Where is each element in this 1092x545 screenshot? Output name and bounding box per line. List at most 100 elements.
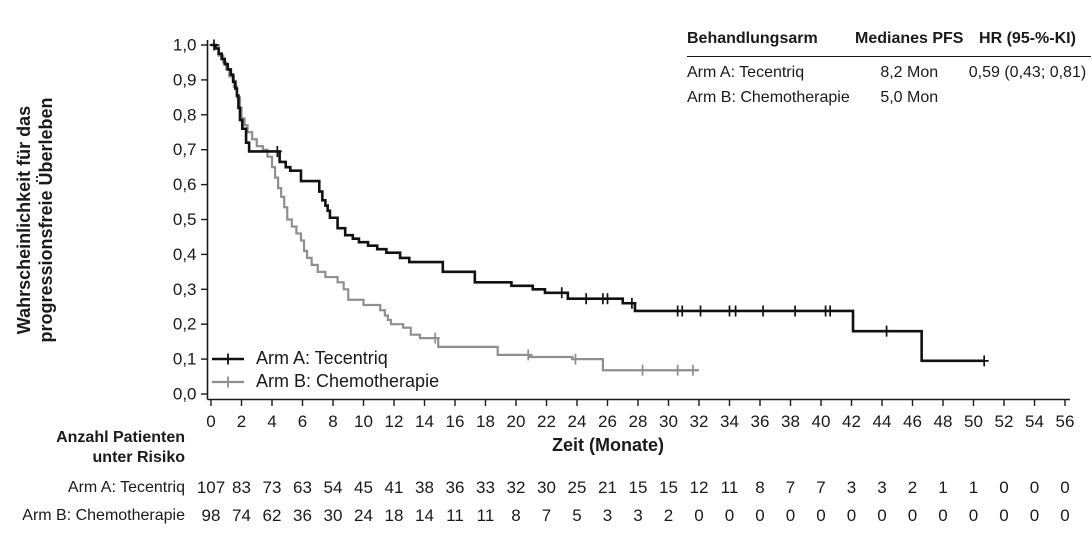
risk-count: 0 — [1060, 506, 1069, 525]
x-tick-label: 34 — [720, 412, 739, 431]
summary-arm-a-label: Arm A: Tecentriq — [687, 64, 805, 81]
summary-arm-b-hr — [963, 82, 1091, 107]
x-tick-label: 0 — [206, 412, 215, 431]
risk-count: 83 — [232, 478, 251, 497]
x-tick-label: 42 — [842, 412, 861, 431]
censor-marks-arm-a-tecentriq — [209, 39, 989, 367]
risk-count: 15 — [629, 478, 648, 497]
x-tick-label: 22 — [537, 412, 556, 431]
risk-count: 36 — [293, 506, 312, 525]
risk-table-title-line2: unter Risiko — [92, 449, 185, 466]
risk-count: 2 — [908, 478, 917, 497]
summary-table: Behandlungsarm Medianes PFS HR (95-%-KI)… — [687, 30, 1092, 107]
risk-count: 11 — [446, 506, 464, 525]
summary-row-arm-b: Arm B: Chemotherapie 5,0 Mon — [687, 82, 1091, 107]
risk-count: 62 — [263, 506, 282, 525]
x-tick-label: 44 — [873, 412, 892, 431]
risk-count: 0 — [1060, 478, 1069, 497]
y-tick-label: 0,0 — [173, 385, 197, 404]
summary-arm-b-label: Arm B: Chemotherapie — [687, 89, 850, 106]
risk-count: 0 — [999, 478, 1008, 497]
summary-header-hr: HR (95-%-KI) — [963, 30, 1092, 57]
km-curve-arm-a-tecentriq — [211, 43, 985, 363]
risk-count: 15 — [659, 478, 678, 497]
risk-count: 45 — [354, 478, 373, 497]
summary-table-header-row: Behandlungsarm Medianes PFS HR (95-%-KI) — [687, 30, 1092, 57]
risk-count: 3 — [847, 478, 856, 497]
risk-count: 38 — [415, 478, 434, 497]
risk-count: 7 — [816, 478, 825, 497]
x-tick-label: 12 — [385, 412, 404, 431]
risk-count: 74 — [232, 506, 251, 525]
y-tick-label: 0,1 — [173, 350, 197, 369]
y-tick-label: 0,6 — [173, 175, 197, 194]
risk-count: 1 — [969, 478, 978, 497]
risk-count: 0 — [908, 506, 917, 525]
risk-count: 36 — [446, 478, 465, 497]
legend-marker-arm-a-icon — [212, 353, 244, 364]
risk-count: 30 — [324, 506, 343, 525]
risk-count: 11 — [721, 478, 739, 497]
y-tick-label: 0,8 — [173, 105, 197, 124]
risk-count: 7 — [786, 478, 795, 497]
risk-count: 0 — [969, 506, 978, 525]
x-tick-label: 18 — [476, 412, 495, 431]
y-tick-label: 0,2 — [173, 315, 197, 334]
summary-row-arm-a: Arm A: Tecentriq 8,2 Mon 0,59 (0,43; 0,8… — [687, 57, 1091, 83]
x-tick-label: 26 — [598, 412, 617, 431]
risk-count: 41 — [385, 478, 404, 497]
x-tick-label: 54 — [1025, 412, 1044, 431]
y-tick-label: 0,5 — [173, 210, 197, 229]
risk-count: 21 — [598, 478, 617, 497]
risk-count: 24 — [354, 506, 373, 525]
risk-count: 8 — [511, 506, 520, 525]
risk-count: 3 — [633, 506, 642, 525]
risk-count: 0 — [999, 506, 1008, 525]
y-tick-label: 0,4 — [173, 245, 197, 264]
x-tick-label: 56 — [1056, 412, 1075, 431]
risk-count: 0 — [694, 506, 703, 525]
x-tick-label: 36 — [751, 412, 770, 431]
summary-arm-a-median: 8,2 Mon — [880, 64, 939, 81]
x-tick-label: 16 — [446, 412, 465, 431]
x-tick-label: 8 — [328, 412, 337, 431]
x-tick-label: 40 — [812, 412, 831, 431]
risk-count: 73 — [263, 478, 282, 497]
risk-row-label-arm-a: Arm A: Tecentriq — [67, 479, 185, 496]
legend-item-arm-b: Arm B: Chemotherapie — [211, 370, 439, 393]
km-curve-arm-b-chemotherapie — [211, 43, 699, 372]
risk-count: 33 — [476, 478, 495, 497]
risk-count: 0 — [847, 506, 856, 525]
x-tick-label: 46 — [903, 412, 922, 431]
x-tick-label: 6 — [298, 412, 307, 431]
risk-count: 12 — [690, 478, 709, 497]
legend-label-arm-a: Arm A: Tecentriq — [256, 348, 388, 368]
x-tick-label: 38 — [781, 412, 800, 431]
x-tick-label: 20 — [507, 412, 526, 431]
risk-count: 30 — [537, 478, 556, 497]
legend-marker-arm-b-icon — [212, 376, 244, 387]
legend: Arm A: Tecentriq Arm B: Chemotherapie — [211, 347, 439, 393]
risk-count: 98 — [202, 506, 221, 525]
x-tick-label: 48 — [934, 412, 953, 431]
x-tick-label: 2 — [237, 412, 246, 431]
summary-arm-a-hr: 0,59 (0,43; 0,81) — [968, 64, 1087, 81]
risk-count: 63 — [293, 478, 312, 497]
risk-count: 107 — [197, 478, 225, 497]
legend-label-arm-b: Arm B: Chemotherapie — [256, 371, 440, 391]
summary-header-median-pfs: Medianes PFS — [855, 30, 964, 57]
risk-count: 1 — [938, 478, 947, 497]
risk-count: 0 — [725, 506, 734, 525]
x-tick-label: 50 — [964, 412, 983, 431]
risk-count: 18 — [385, 506, 404, 525]
x-tick-label: 32 — [690, 412, 709, 431]
x-tick-label: 24 — [568, 412, 587, 431]
censor-marks-arm-b-chemotherapie — [430, 332, 698, 376]
x-axis-title: Zeit (Monate) — [552, 435, 664, 455]
risk-count: 0 — [938, 506, 947, 525]
risk-count: 5 — [572, 506, 581, 525]
risk-count: 54 — [324, 478, 343, 497]
legend-item-arm-a: Arm A: Tecentriq — [211, 347, 439, 370]
y-tick-label: 0,9 — [173, 70, 197, 89]
